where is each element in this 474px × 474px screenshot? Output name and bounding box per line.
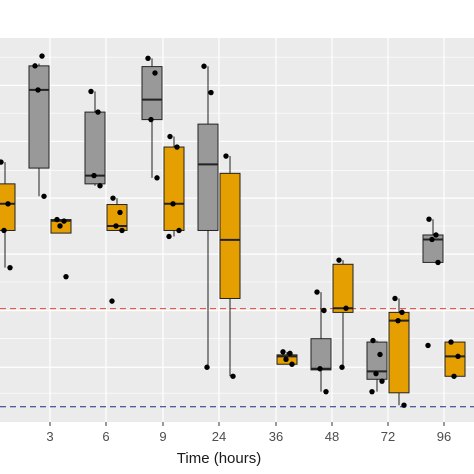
box-96-orange: [444, 341, 466, 377]
data-point: [287, 350, 293, 357]
x-tick-label: 9: [159, 429, 166, 444]
x-tick-label: 96: [437, 429, 451, 444]
box-72-orange: [388, 298, 410, 406]
x-tick-label: 72: [381, 429, 395, 444]
data-point: [230, 373, 236, 379]
box-iqr: [141, 66, 163, 121]
data-point: [399, 309, 405, 316]
data-point: [395, 317, 401, 324]
data-point: [39, 53, 45, 59]
data-point: [117, 209, 123, 216]
box-6-grey: [84, 91, 106, 186]
data-point: [32, 63, 38, 69]
box-iqr: [219, 172, 241, 299]
box-iqr: [84, 111, 106, 185]
data-point: [145, 55, 151, 62]
box-iqr: [422, 234, 444, 263]
box-96-grey: [422, 219, 444, 263]
data-point: [170, 201, 176, 207]
data-point: [88, 88, 94, 95]
box-iqr: [28, 65, 50, 169]
data-point: [377, 351, 383, 358]
data-point: [283, 356, 289, 363]
data-point: [61, 218, 67, 224]
box-iqr: [444, 341, 466, 377]
data-point: [154, 175, 160, 181]
data-point: [379, 378, 385, 384]
box-24-orange: [219, 156, 241, 377]
data-point: [426, 216, 432, 222]
data-point: [204, 364, 210, 370]
x-tick-label: 6: [102, 429, 109, 444]
data-point: [166, 233, 172, 240]
reference-lines: [0, 308, 474, 408]
box-9-grey: [141, 58, 163, 178]
data-point: [433, 232, 439, 238]
data-point: [57, 223, 63, 229]
box-24-grey: [197, 66, 219, 368]
data-point: [435, 259, 441, 266]
x-tick-label: 48: [325, 429, 339, 444]
box-iqr: [388, 311, 410, 394]
box-iqr: [163, 146, 185, 231]
box-iqr: [197, 123, 219, 231]
data-point: [289, 361, 295, 367]
data-point: [455, 353, 461, 360]
data-point: [339, 364, 345, 370]
data-point: [280, 349, 286, 355]
data-point: [323, 388, 329, 395]
x-tick-label: 3: [46, 429, 53, 444]
data-point: [201, 63, 207, 69]
data-point: [109, 298, 115, 304]
data-point: [176, 227, 182, 234]
data-point: [97, 183, 103, 189]
x-axis: 3 6 9 24 36 48 72 96: [46, 422, 451, 444]
box-9-orange: [163, 136, 185, 237]
x-tick-label: 36: [269, 429, 283, 444]
data-point: [0, 159, 4, 165]
data-point: [152, 70, 158, 76]
data-point: [167, 133, 173, 140]
data-point: [401, 402, 407, 408]
data-point: [392, 295, 398, 302]
box-48-orange: [332, 260, 354, 368]
data-point: [95, 109, 101, 115]
x-axis-title: Time (hours): [177, 450, 261, 467]
data-point: [174, 144, 180, 150]
data-point: [148, 116, 154, 123]
box-iqr: [366, 341, 388, 380]
data-points: [0, 53, 461, 408]
data-point: [336, 257, 342, 263]
data-point: [35, 87, 41, 93]
data-point: [54, 216, 60, 223]
data-point: [343, 305, 349, 311]
data-point: [7, 264, 13, 271]
box-iqr: [310, 338, 332, 371]
data-point: [91, 172, 97, 179]
boxes: [0, 58, 466, 406]
data-point: [110, 195, 116, 201]
box-iqr: [0, 183, 16, 231]
data-point: [63, 273, 69, 280]
data-point: [41, 193, 47, 199]
data-point: [429, 236, 435, 243]
box-iqr: [332, 263, 354, 313]
data-point: [5, 201, 11, 207]
data-point: [321, 307, 327, 314]
data-point: [451, 373, 457, 379]
data-point: [1, 227, 7, 234]
data-point: [448, 339, 454, 345]
data-point: [317, 366, 323, 372]
data-point: [113, 223, 119, 229]
data-point: [369, 388, 375, 395]
x-tick-label: 24: [212, 429, 226, 444]
data-point: [208, 89, 214, 96]
data-point: [425, 342, 431, 349]
data-point: [223, 153, 229, 159]
data-point: [119, 227, 125, 234]
data-point: [370, 337, 376, 344]
data-point: [314, 289, 320, 295]
data-point: [373, 370, 379, 377]
